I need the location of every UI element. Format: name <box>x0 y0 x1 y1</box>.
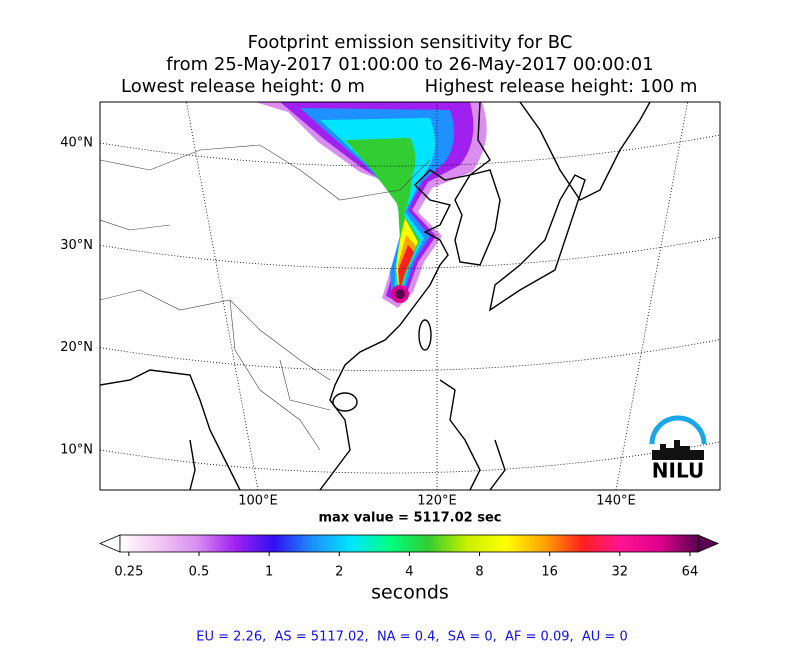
colorbar-extend <box>697 534 720 553</box>
release-height: Lowest release height: 0 m <box>121 76 365 97</box>
meridian <box>615 102 688 490</box>
colorbar-tick-label: 32 <box>612 565 629 580</box>
lon-label: 140°E <box>596 494 636 509</box>
colorbar-tick-label: 2 <box>335 565 343 580</box>
lat-label: 40°N <box>60 136 93 151</box>
colorbar-label: seconds <box>371 582 449 604</box>
colorbar-tick-label: 16 <box>541 565 558 580</box>
footer: EU = 2.26, AS = 5117.02, NA = 0.4, SA = … <box>196 630 627 645</box>
title-line: from 25-May-2017 01:00:00 to 26-May-2017… <box>166 54 653 75</box>
map <box>100 102 720 490</box>
parallel <box>100 441 720 474</box>
parallel <box>100 339 720 372</box>
coastlines <box>100 102 651 490</box>
colorbar-tick-label: 0.5 <box>189 565 210 580</box>
colorbar-tick-label: 8 <box>475 565 483 580</box>
logo: NILU <box>649 415 707 483</box>
meridian <box>186 102 259 490</box>
lat-label: 10°N <box>60 442 93 457</box>
title-line: Footprint emission sensitivity for BC <box>248 32 573 53</box>
borders <box>100 144 431 451</box>
colorbar-body <box>119 534 699 553</box>
plume <box>255 102 487 308</box>
colorbar-tick-label: 64 <box>682 565 699 580</box>
lat-label: 20°N <box>60 340 93 355</box>
lon-label: 100°E <box>238 494 278 509</box>
colorbar-extend <box>98 534 121 553</box>
colorbar: 0.25 0.5 1 2 4 8 16 32 64 <box>98 534 720 580</box>
colorbar-tick-label: 4 <box>405 565 413 580</box>
colorbar-tick-label: 0.25 <box>114 565 143 580</box>
parallel <box>100 134 720 167</box>
release-height: Highest release height: 100 m <box>425 76 698 97</box>
colorbar-tick-label: 1 <box>265 565 273 580</box>
lon-label: 120°E <box>417 494 457 509</box>
max-value: max value = 5117.02 sec <box>319 511 502 526</box>
lat-label: 30°N <box>60 238 93 253</box>
logo-text: NILU <box>652 459 704 483</box>
parallel <box>100 236 720 269</box>
map-frame <box>99 101 721 491</box>
